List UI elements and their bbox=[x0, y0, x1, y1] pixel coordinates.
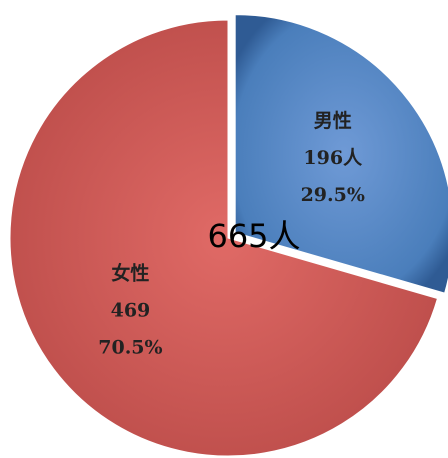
labels: 男性 196人 29.5% 女性 469 70.5% bbox=[98, 109, 365, 358]
percent-label: 70.5% bbox=[98, 336, 162, 358]
pie-slice bbox=[234, 14, 448, 294]
slices bbox=[9, 14, 448, 457]
slice-name: 男性 bbox=[314, 109, 352, 132]
pie-slice bbox=[9, 19, 439, 457]
value-label: 196人 bbox=[303, 147, 363, 169]
value-label: 469 bbox=[111, 299, 151, 321]
center-label: 665人 bbox=[207, 217, 300, 255]
percent-label: 29.5% bbox=[301, 184, 365, 206]
slice-name: 女性 bbox=[111, 261, 149, 284]
